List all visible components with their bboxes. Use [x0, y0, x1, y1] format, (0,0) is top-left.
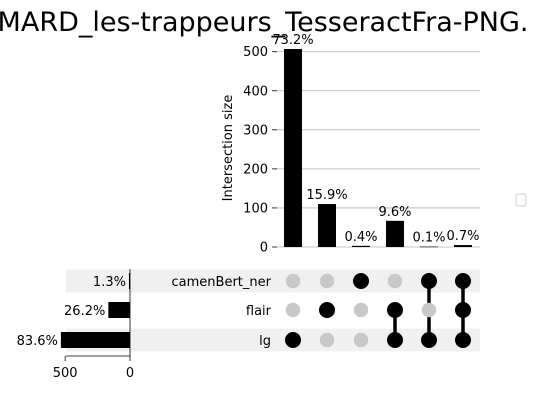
intersection-bar: [454, 245, 472, 247]
intersection-percent-label: 0.1%: [412, 231, 445, 246]
membership-dot-active: [387, 302, 403, 318]
set-size-percent-label: 83.6%: [17, 334, 58, 349]
set-size-bar: [108, 302, 130, 318]
y-axis: 0 100 200 300 400 500: [243, 45, 277, 256]
intersection-bar: [318, 204, 336, 247]
y-tick-label: 200: [243, 162, 268, 177]
intersection-percent-label: 9.6%: [378, 205, 411, 220]
intersection-bars: 73.2% 15.9% 0.4%9.6%0.1% 0.7%: [272, 33, 480, 248]
y-tick-label: 100: [243, 201, 268, 216]
intersection-percent-label: 73.2%: [272, 33, 313, 48]
membership-dot-inactive: [387, 273, 403, 289]
membership-dot-inactive: [285, 273, 301, 289]
membership-dot-active: [455, 273, 471, 289]
membership-dot-inactive: [285, 302, 301, 318]
intersection-bar: [386, 220, 404, 247]
intersection-percent-label: 0.4%: [344, 230, 377, 245]
set-stripes: [66, 269, 480, 352]
intersection-percent-label: 15.9%: [306, 188, 347, 203]
y-tick-label: 300: [243, 123, 268, 138]
y-tick-label: 0: [260, 241, 268, 256]
set-size-percent-label: 1.3%: [93, 275, 126, 290]
y-tick-label: 400: [243, 84, 268, 99]
membership-dot-active: [319, 302, 335, 318]
membership-dot-active: [387, 332, 403, 348]
set-stripe: [66, 269, 480, 293]
intersection-bar: [420, 246, 438, 248]
intersection-percent-label: 0.7%: [446, 229, 479, 244]
membership-dot-active: [421, 273, 437, 289]
membership-dot-inactive: [353, 332, 369, 348]
membership-matrix: [285, 273, 471, 348]
set-size-bars: camenBert_ner 1.3% flair 26.2% lg 83.6%: [17, 273, 272, 349]
membership-dot-inactive: [353, 302, 369, 318]
intersection-bar: [284, 48, 302, 247]
set-size-tick-label: 0: [126, 366, 134, 381]
membership-dot-active: [353, 273, 369, 289]
set-size-tick-label: 500: [53, 366, 78, 381]
gridlines: [277, 51, 480, 248]
membership-dot-inactive: [319, 332, 335, 348]
membership-dot-inactive: [319, 273, 335, 289]
membership-dot-inactive: [421, 302, 437, 318]
legend-box: [515, 193, 527, 207]
membership-dot-active: [455, 332, 471, 348]
set-stripe: [66, 328, 480, 352]
membership-dot-active: [285, 332, 301, 348]
membership-dot-active: [455, 302, 471, 318]
y-axis-label: Intersection size: [221, 95, 236, 202]
set-name-label: lg: [259, 334, 271, 349]
set-name-label: flair: [246, 304, 272, 319]
set-size-axis: 500 0: [53, 269, 134, 381]
y-tick-label: 500: [243, 45, 268, 60]
membership-dot-active: [421, 332, 437, 348]
set-size-bar: [60, 332, 130, 348]
chart-title: MARD_les-trappeurs_TesseractFra-PNG.: [0, 7, 528, 38]
set-size-bar: [128, 273, 130, 289]
intersection-bar: [352, 245, 370, 247]
set-size-percent-label: 26.2%: [64, 304, 105, 319]
set-name-label: camenBert_ner: [172, 275, 272, 290]
